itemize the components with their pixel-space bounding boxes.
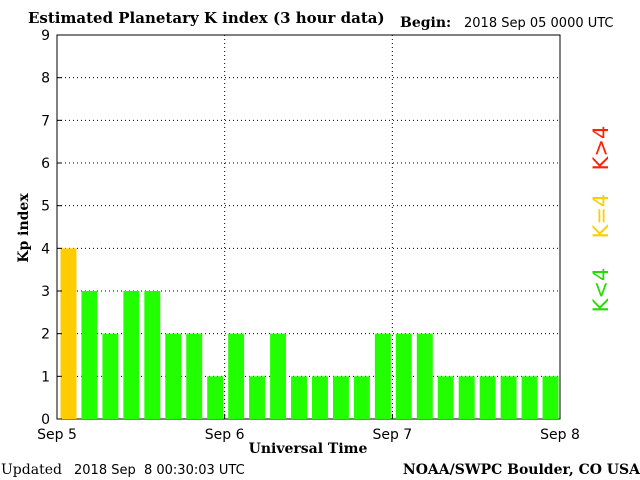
source-credit: NOAA/SWPC Boulder, CO USA xyxy=(403,462,640,478)
kp-bar xyxy=(395,333,412,419)
legend-k-less-4: K<4 xyxy=(589,268,613,313)
kp-bar xyxy=(500,376,517,419)
y-tick-label: 7 xyxy=(41,113,50,129)
y-tick-label: 0 xyxy=(41,412,50,428)
y-tick-label: 1 xyxy=(41,369,50,385)
x-tick-label: Sep 7 xyxy=(372,427,412,443)
y-tick-label: 4 xyxy=(41,241,50,257)
kp-bar xyxy=(479,376,496,419)
kp-bar xyxy=(81,291,98,419)
kp-bar xyxy=(270,333,287,419)
kp-bar xyxy=(437,376,454,419)
y-tick-label: 8 xyxy=(41,71,50,87)
kp-bar xyxy=(144,291,161,419)
y-axis-label: Kp index xyxy=(16,193,32,263)
x-tick-label: Sep 8 xyxy=(540,427,580,443)
kp-bar xyxy=(123,291,140,419)
kp-bar xyxy=(249,376,266,419)
kp-bar xyxy=(312,376,328,419)
kp-bar xyxy=(186,333,203,419)
legend-k-greater-4: K>4 xyxy=(589,126,613,171)
bars xyxy=(60,248,559,419)
updated-value: 2018 Sep 8 00:30:03 UTC xyxy=(74,463,245,478)
y-tick-label: 9 xyxy=(41,28,50,44)
kp-bar xyxy=(165,333,182,419)
kp-bar xyxy=(102,333,119,419)
kp-bar xyxy=(374,333,391,419)
kp-bar xyxy=(60,248,77,419)
x-axis-ticks: Sep 5 Sep 6 Sep 7 Sep 8 xyxy=(37,414,580,443)
chart-title: Estimated Planetary K index (3 hour data… xyxy=(28,9,385,27)
kp-bar xyxy=(416,333,433,419)
grid-lines xyxy=(57,35,560,419)
y-tick-label: 2 xyxy=(41,327,50,343)
kp-bar xyxy=(521,376,538,419)
kp-bar xyxy=(458,376,475,419)
x-tick-label: Sep 6 xyxy=(205,427,245,443)
x-axis-label: Universal Time xyxy=(249,441,368,457)
y-tick-label: 6 xyxy=(41,156,50,172)
kp-bar xyxy=(353,376,370,419)
kp-bar xyxy=(228,333,245,419)
kp-bar xyxy=(291,376,307,419)
kp-bar xyxy=(332,376,349,419)
legend-k-equal-4: K=4 xyxy=(589,194,613,239)
updated-label: Updated xyxy=(1,462,62,478)
y-tick-label: 5 xyxy=(41,199,50,215)
begin-label: Begin: xyxy=(400,15,451,31)
plot-frame xyxy=(56,34,561,420)
kp-bar xyxy=(542,376,559,419)
begin-value: 2018 Sep 05 0000 UTC xyxy=(464,16,614,31)
x-tick-label: Sep 5 xyxy=(37,427,77,443)
kp-bar xyxy=(207,376,224,419)
y-axis-ticks: 0 1 2 3 4 5 6 7 8 9 xyxy=(41,28,62,428)
y-tick-label: 3 xyxy=(41,284,50,300)
